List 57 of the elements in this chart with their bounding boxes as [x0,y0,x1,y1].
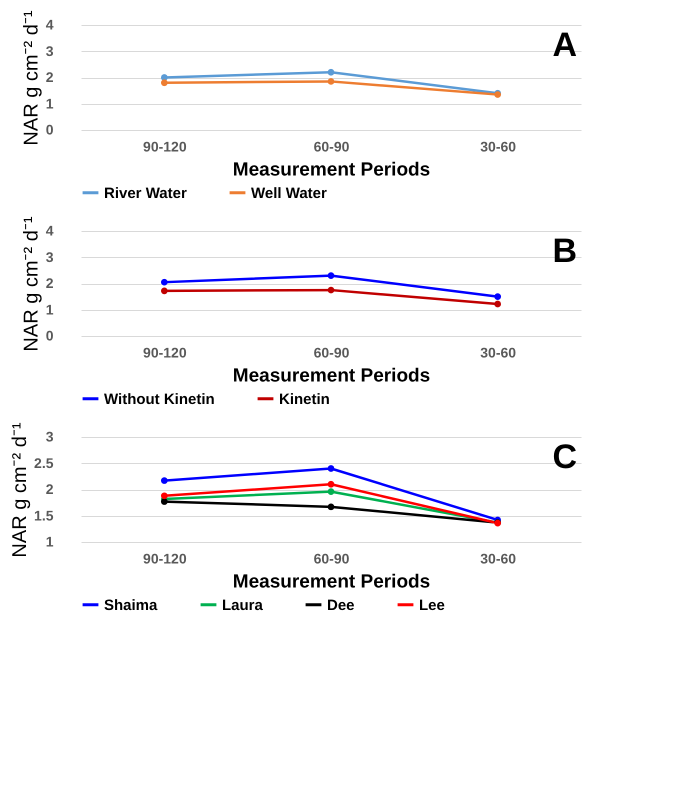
y-tick-label: 3 [46,42,54,59]
point [328,68,334,76]
legend-label: Dee [327,596,355,614]
y-tick-label: 1 [46,95,54,112]
x-axis-title: Measurement Periods [232,366,430,386]
y-tick-label: 0 [46,122,54,138]
point [328,480,334,488]
x-tick-label: 90-120 [143,344,187,360]
y-tick-label: 1 [46,534,54,550]
point [494,300,502,308]
point [160,477,168,484]
point [160,288,168,294]
legend-label: River Water [104,184,187,202]
x-tick-label: 60-90 [314,550,350,566]
point [160,498,168,505]
point [328,465,334,472]
y-tick-label: 4 [46,16,54,32]
y-tick-label: 0 [46,328,54,344]
y-tick-label: 1 [46,301,54,318]
x-tick-label: 60-90 [314,138,350,154]
x-tick-label: 30-60 [480,138,516,154]
point [328,78,334,85]
y-axis-title: NAR g cm⁻² d⁻¹ [9,422,32,558]
y-tick-label: 2 [46,275,54,291]
y-axis-title: NAR g cm⁻² d⁻¹ [20,216,43,352]
y-tick-label: 2 [46,481,54,497]
y-tick-label: 4 [46,222,54,238]
x-tick-label: 90-120 [143,138,187,154]
annotation: A [552,26,577,64]
legend-label: Shaima [104,596,158,614]
point [328,272,334,279]
x-tick-label: 90-120 [143,550,187,566]
x-tick-label: 60-90 [314,344,350,360]
x-axis-title: Measurement Periods [232,160,430,180]
legend-label: Well Water [251,184,328,202]
y-tick-label: 2.5 [34,454,54,471]
point [160,278,168,286]
annotation: C [552,438,577,476]
y-axis-title: NAR g cm⁻² d⁻¹ [20,10,43,146]
x-tick-label: 30-60 [480,550,516,566]
point [160,79,168,86]
x-axis-title: Measurement Periods [232,572,430,592]
point [494,293,502,300]
y-tick-label: 1.5 [34,507,54,524]
point [328,488,334,495]
point [328,503,334,510]
point [160,492,168,500]
legend-label: Lee [419,596,445,614]
y-tick-label: 3 [46,428,54,444]
annotation: B [552,232,577,270]
y-tick-label: 2 [46,69,54,85]
y-tick-label: 3 [46,248,54,265]
legend-label: Laura [222,596,264,614]
legend-label: Without Kinetin [104,390,215,408]
point [328,286,334,294]
x-tick-label: 30-60 [480,344,516,360]
legend-label: Kinetin [279,390,330,408]
